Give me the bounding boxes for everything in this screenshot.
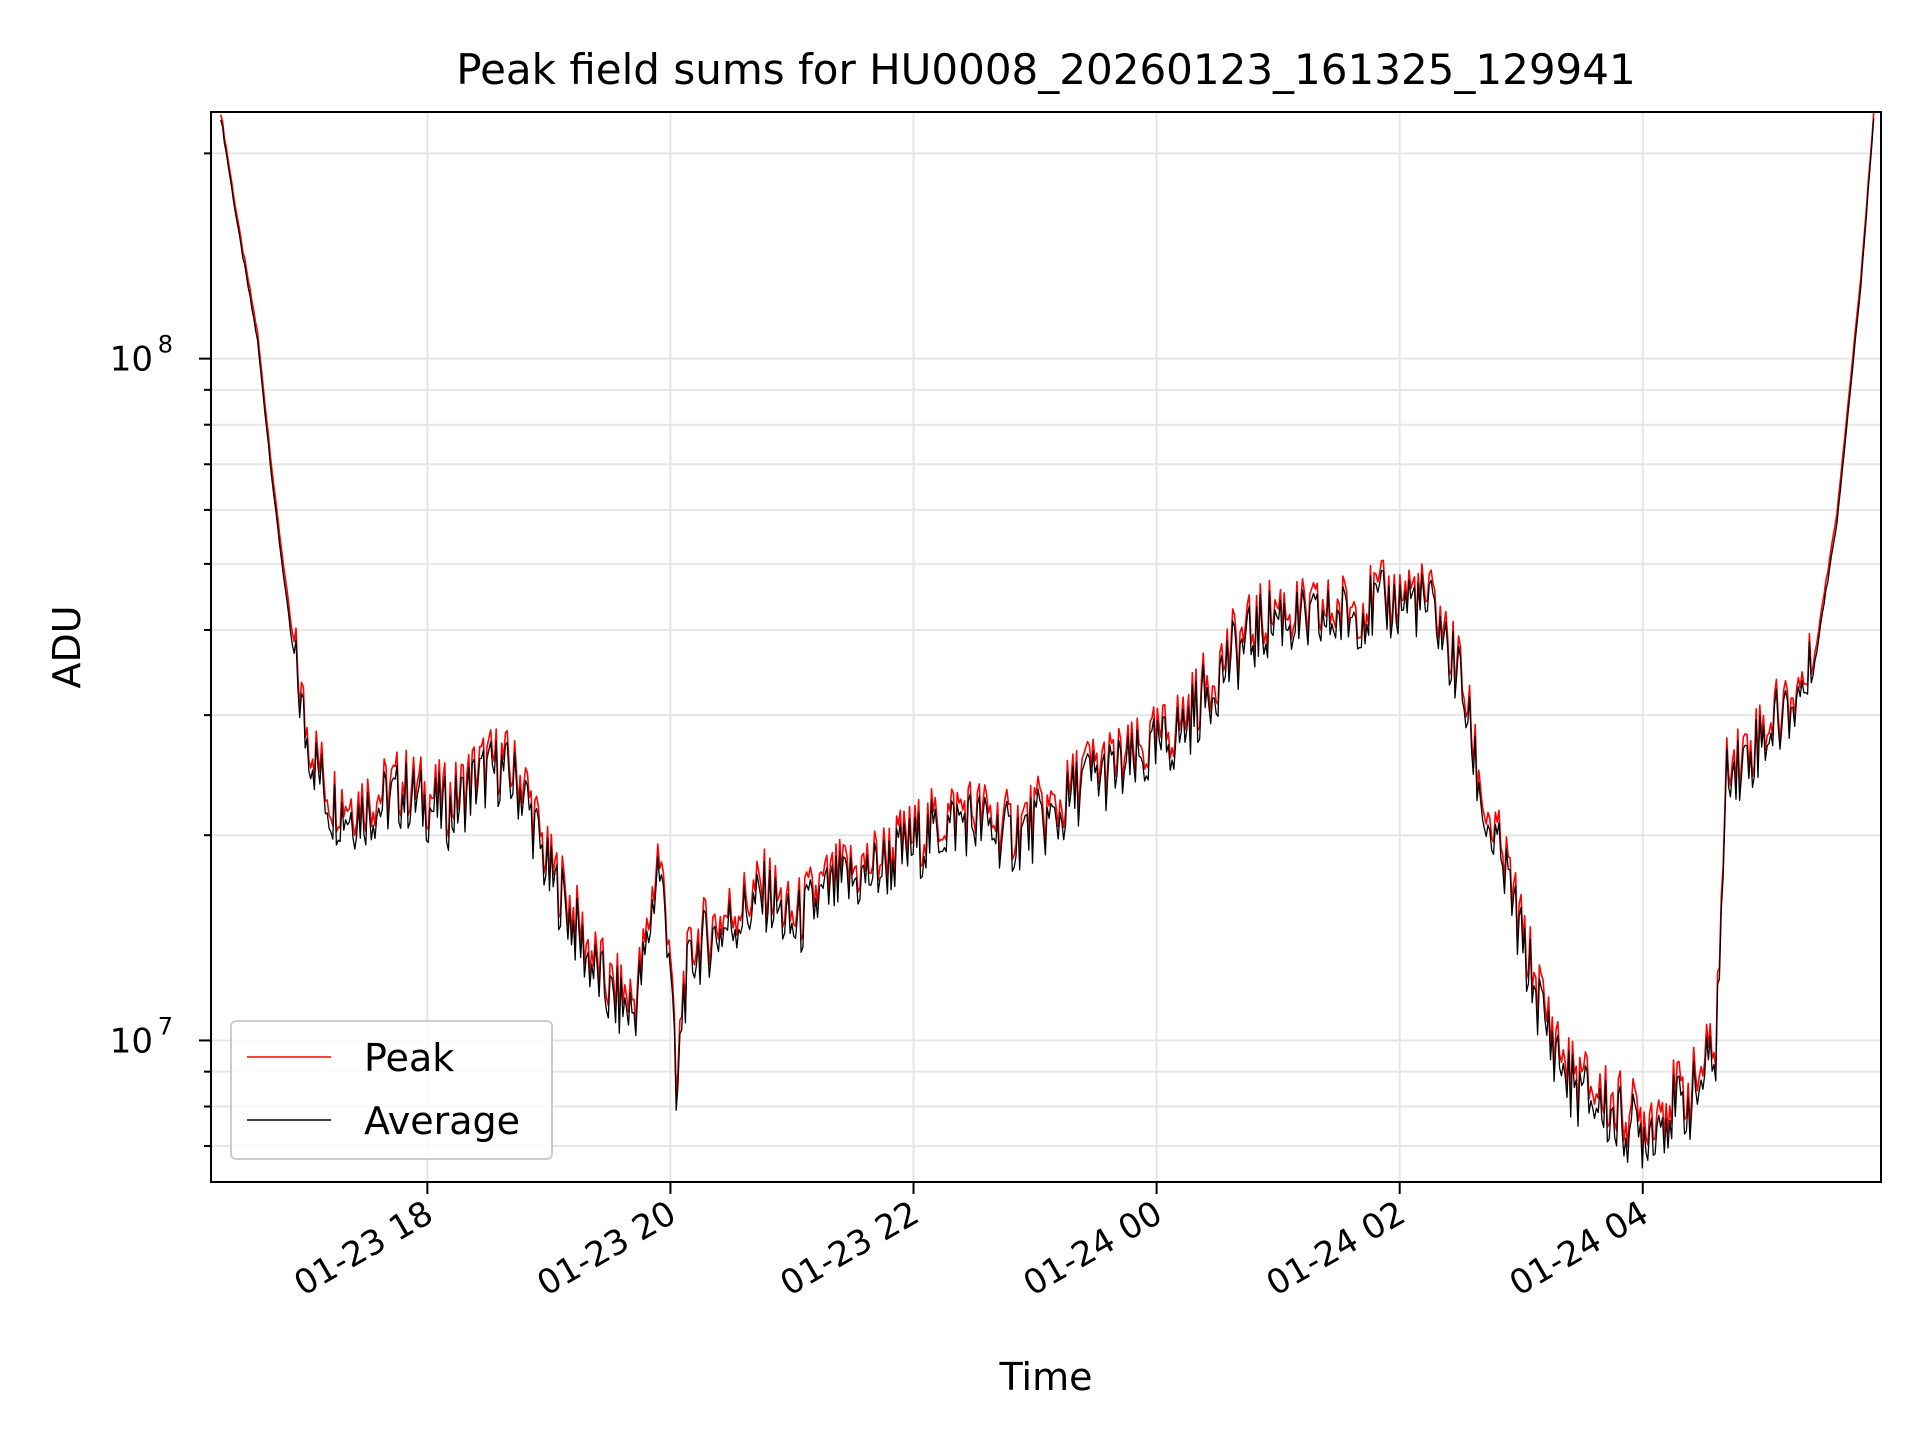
y-tick-base: 10: [110, 340, 153, 380]
y-tick-exponent: 8: [158, 331, 173, 359]
chart-title: Peak field sums for HU0008_20260123_1613…: [456, 45, 1635, 94]
legend-box: [230, 1020, 553, 1160]
y-axis-label: ADU: [45, 605, 89, 688]
series-line-peak: [219, 113, 1875, 1153]
legend: Peak Average: [230, 1020, 553, 1160]
legend-average-label: Average: [364, 1099, 520, 1143]
y-tick-label: 10: [110, 340, 153, 380]
series-lines: [219, 113, 1875, 1169]
y-tick-label: 10: [110, 1021, 153, 1061]
y-tick-base: 10: [110, 1021, 153, 1061]
y-tick-exponent: 7: [158, 1012, 173, 1040]
plot-frame: [210, 111, 1882, 1183]
legend-peak-label: Peak: [364, 1036, 454, 1080]
x-axis-label: Time: [999, 1355, 1093, 1399]
series-line-average: [220, 118, 1875, 1169]
